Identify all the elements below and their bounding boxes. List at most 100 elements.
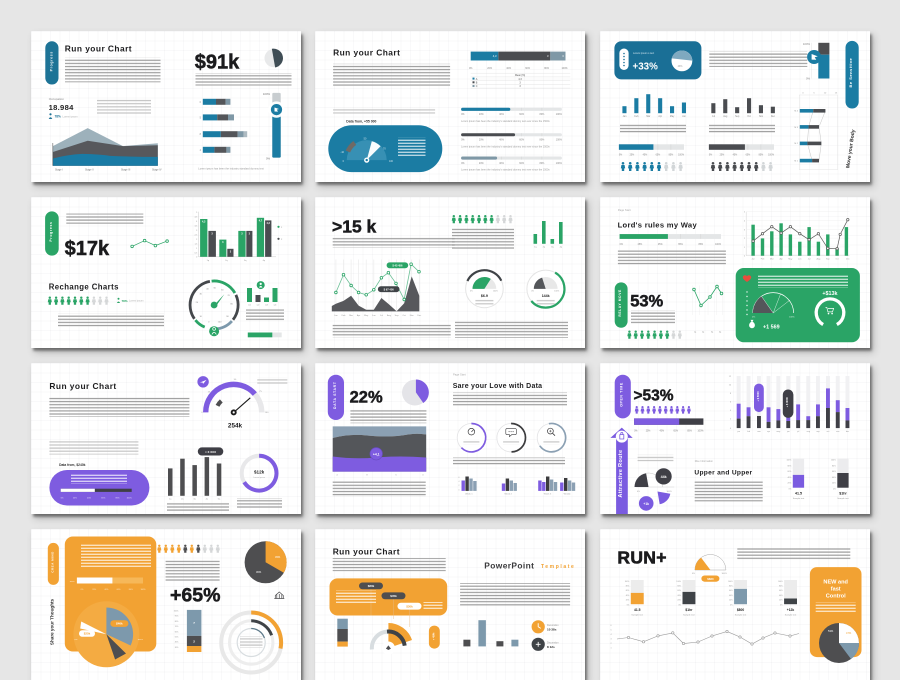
svg-text:4,3: 4,3 xyxy=(519,77,523,80)
svg-text:Upper and Upper: Upper and Upper xyxy=(694,469,752,476)
svg-text:0%: 0% xyxy=(266,156,271,160)
svg-text:40%: 40% xyxy=(104,589,108,591)
svg-text:8 12s: 8 12s xyxy=(547,645,555,649)
svg-text:< X XXX: < X XXX xyxy=(205,449,216,453)
svg-text:1q: 1q xyxy=(534,246,537,248)
svg-text:4,3: 4,3 xyxy=(493,54,497,58)
svg-text:5: 5 xyxy=(610,629,611,631)
svg-text:100%: 100% xyxy=(126,497,131,499)
svg-text:3: 3 xyxy=(222,241,224,244)
svg-text:nov: nov xyxy=(836,431,839,433)
svg-text:30%: 30% xyxy=(256,570,262,574)
svg-text:4,3: 4,3 xyxy=(266,221,270,224)
svg-text:100%: 100% xyxy=(715,244,721,246)
svg-text:8: 8 xyxy=(730,393,732,395)
svg-text:100%: 100% xyxy=(554,290,559,292)
svg-text:20%: 20% xyxy=(729,599,733,601)
svg-text:Rise Information: Rise Information xyxy=(694,460,713,463)
svg-text:4q: 4q xyxy=(262,259,265,261)
svg-text:Data from, $240k: Data from, $240k xyxy=(59,463,86,467)
svg-text:Aug: Aug xyxy=(723,115,728,118)
svg-text:3,5: 3,5 xyxy=(194,225,198,227)
svg-text:1: 1 xyxy=(196,248,198,250)
svg-text:Page Start: Page Start xyxy=(453,372,466,376)
svg-text:4: 4 xyxy=(459,481,461,483)
svg-text:Jan: Jan xyxy=(334,315,338,317)
svg-text:60: 60 xyxy=(221,289,224,291)
svg-text:30%: 30% xyxy=(174,647,178,649)
svg-text:53%: 53% xyxy=(630,292,663,310)
svg-text:40%: 40% xyxy=(499,161,505,164)
svg-text:Occupation: Occupation xyxy=(48,96,64,100)
svg-text:2: 2 xyxy=(610,643,611,645)
svg-text:NEW and: NEW and xyxy=(823,579,848,585)
svg-text:3: 3 xyxy=(248,232,250,235)
svg-text:Oct: Oct xyxy=(835,257,839,260)
svg-text:$12k: $12k xyxy=(254,469,265,474)
svg-text:0%: 0% xyxy=(469,67,473,70)
svg-text:0%: 0% xyxy=(626,604,629,606)
svg-text:3: 3 xyxy=(610,638,611,640)
svg-text:jul: jul xyxy=(796,431,800,433)
svg-text:Sample text: Sample text xyxy=(793,497,805,500)
svg-text:2: 2 xyxy=(193,639,195,643)
svg-text:40%: 40% xyxy=(506,67,512,70)
svg-text:0%: 0% xyxy=(788,488,791,490)
svg-text:60%: 60% xyxy=(174,631,178,633)
svg-text:w4: w4 xyxy=(273,304,277,306)
svg-text:100%: 100% xyxy=(721,573,726,575)
svg-text:>15 k: >15 k xyxy=(332,216,377,236)
svg-text:20: 20 xyxy=(195,301,198,303)
svg-text:w3: w3 xyxy=(265,304,269,306)
svg-text:$800: $800 xyxy=(737,608,745,612)
svg-text:3: 3 xyxy=(547,54,549,58)
svg-text:Run your Chart: Run your Chart xyxy=(333,47,400,57)
svg-text:80%: 80% xyxy=(128,589,132,591)
svg-text:0%: 0% xyxy=(806,76,811,80)
svg-text:100%: 100% xyxy=(697,430,703,432)
svg-text:Apr: Apr xyxy=(357,314,361,317)
svg-text:100%: 100% xyxy=(556,113,563,116)
svg-text:Template: Template xyxy=(541,564,575,570)
svg-text:144k: 144k xyxy=(542,294,550,298)
svg-text:65%: 65% xyxy=(678,244,683,246)
svg-text:100%: 100% xyxy=(493,290,498,292)
svg-text:Attractive Route: Attractive Route xyxy=(618,449,624,497)
svg-text:OPEN TIME: OPEN TIME xyxy=(620,382,624,407)
svg-text:0%: 0% xyxy=(780,604,783,606)
svg-text:60%: 60% xyxy=(519,161,525,164)
svg-text:+ $ 3000: + $ 3000 xyxy=(785,396,789,407)
svg-text:100%: 100% xyxy=(137,639,142,641)
svg-text:$1hr: $1hr xyxy=(839,491,847,495)
svg-text:0%: 0% xyxy=(619,154,622,156)
svg-text:0: 0 xyxy=(199,100,201,103)
svg-text:2q: 2q xyxy=(702,331,705,333)
svg-text:2: 2 xyxy=(744,238,746,240)
svg-text:Be Sensitive: Be Sensitive xyxy=(848,57,853,87)
svg-text:20%: 20% xyxy=(479,113,485,116)
svg-text:20%: 20% xyxy=(779,599,783,601)
svg-text:Jan: Jan xyxy=(622,116,626,118)
svg-text:100%: 100% xyxy=(140,589,145,591)
svg-text:50%: 50% xyxy=(174,636,178,638)
svg-text:3q: 3q xyxy=(551,246,554,248)
svg-text:Stage IV: Stage IV xyxy=(152,168,162,171)
svg-text:44k: 44k xyxy=(660,475,666,479)
svg-text:60%: 60% xyxy=(525,67,531,70)
svg-text:0%: 0% xyxy=(461,161,465,164)
svg-text:4: 4 xyxy=(744,220,746,222)
svg-text:-10: -10 xyxy=(341,151,345,154)
svg-text:20%: 20% xyxy=(832,482,836,484)
svg-text:100%: 100% xyxy=(778,581,783,583)
svg-text:0: 0 xyxy=(208,321,210,323)
svg-text:100%: 100% xyxy=(556,138,563,141)
svg-text:5: 5 xyxy=(396,474,398,476)
svg-text:20%: 20% xyxy=(487,67,493,70)
svg-text:100%: 100% xyxy=(728,581,733,583)
svg-text:25%: 25% xyxy=(719,154,724,156)
svg-text:$80k: $80k xyxy=(368,584,375,588)
svg-text:45%: 45% xyxy=(275,555,281,559)
svg-text:100: 100 xyxy=(217,321,221,323)
svg-text:60%: 60% xyxy=(519,113,525,116)
svg-text:Decoration: Decoration xyxy=(547,641,559,644)
